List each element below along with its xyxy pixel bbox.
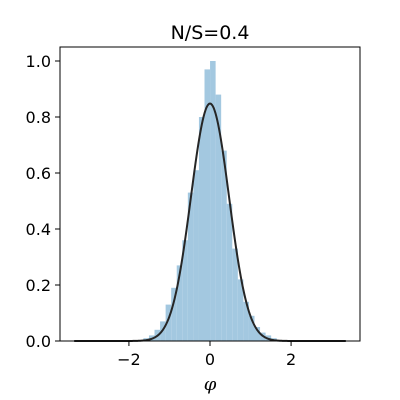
y-tick-label: 0.2 — [26, 276, 51, 295]
histogram-bar — [210, 61, 216, 341]
y-tick-label: 0.0 — [26, 332, 51, 351]
histogram-bar — [221, 150, 227, 341]
histogram-bar — [237, 279, 244, 341]
histogram-bar — [187, 192, 194, 341]
y-tick-label: 0.8 — [26, 108, 51, 127]
x-tick-label: 0 — [205, 350, 215, 369]
histogram-bar — [226, 203, 233, 341]
histogram-bar — [204, 69, 211, 342]
histogram-bar — [215, 94, 222, 341]
histogram-bars — [143, 61, 277, 342]
histogram-bar — [232, 248, 238, 341]
histogram-bar — [182, 240, 188, 341]
x-tick-label: −2 — [117, 350, 141, 369]
x-axis-label: φ — [204, 374, 217, 395]
x-axis: −2 0 2 — [117, 341, 296, 369]
y-tick-label: 1.0 — [26, 52, 51, 71]
histogram-bar — [198, 117, 205, 341]
y-tick-label: 0.6 — [26, 164, 51, 183]
histogram-bar — [193, 170, 199, 341]
y-axis: 0.0 0.2 0.4 0.6 0.8 1.0 — [26, 52, 60, 351]
histogram-bar — [171, 287, 177, 341]
y-tick-label: 0.4 — [26, 220, 51, 239]
histogram-bar — [176, 265, 183, 341]
histogram-bar — [243, 301, 249, 341]
histogram-bar — [165, 304, 172, 341]
x-tick-label: 2 — [286, 350, 296, 369]
chart-title: N/S=0.4 — [171, 22, 250, 44]
histogram-bar — [248, 315, 255, 341]
histogram-bar — [254, 327, 261, 341]
